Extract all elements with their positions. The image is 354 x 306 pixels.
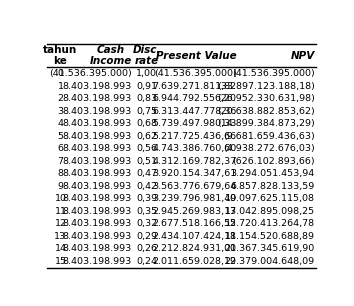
Text: tahun
ke: tahun ke	[43, 45, 78, 66]
Text: 7.639.271.811,82: 7.639.271.811,82	[153, 82, 237, 91]
Text: 2.945.269.983,17: 2.945.269.983,17	[153, 207, 237, 216]
Text: (4.938.272.676,03): (4.938.272.676,03)	[223, 144, 315, 153]
Text: Present Value: Present Value	[156, 50, 237, 61]
Text: (26.952.330.631,98): (26.952.330.631,98)	[217, 94, 315, 103]
Text: Disc.
rate: Disc. rate	[132, 45, 161, 66]
Text: 5: 5	[57, 132, 63, 141]
Text: 8: 8	[57, 169, 63, 178]
Text: 11: 11	[55, 207, 67, 216]
Text: 12: 12	[55, 219, 67, 228]
Text: 1: 1	[57, 82, 63, 91]
Text: 8.403.198.993: 8.403.198.993	[63, 82, 132, 91]
Text: NPV: NPV	[291, 50, 315, 61]
Text: 13: 13	[55, 232, 67, 241]
Text: 0,83: 0,83	[136, 94, 157, 103]
Text: 8.403.198.993: 8.403.198.993	[63, 257, 132, 266]
Text: (41.536.395.000): (41.536.395.000)	[232, 69, 315, 78]
Text: 10: 10	[55, 194, 67, 203]
Text: 0,29: 0,29	[136, 232, 157, 241]
Text: 22.379.004.648,09: 22.379.004.648,09	[225, 257, 315, 266]
Text: (33.897.123.188,18): (33.897.123.188,18)	[217, 82, 315, 91]
Text: 0: 0	[57, 69, 63, 78]
Text: 8.403.198.993: 8.403.198.993	[63, 157, 132, 166]
Text: 20.367.345.619,90: 20.367.345.619,90	[224, 244, 315, 253]
Text: 4.312.169.782,37: 4.312.169.782,37	[153, 157, 237, 166]
Text: 6.944.792.556,20: 6.944.792.556,20	[153, 94, 237, 103]
Text: 14: 14	[55, 244, 67, 253]
Text: 0,47: 0,47	[136, 169, 157, 178]
Text: 9: 9	[57, 182, 63, 191]
Text: 3.563.776.679,64: 3.563.776.679,64	[153, 182, 237, 191]
Text: 2.212.824.931,01: 2.212.824.931,01	[153, 244, 237, 253]
Text: (9.681.659.436,63): (9.681.659.436,63)	[223, 132, 315, 141]
Text: 8.403.198.993: 8.403.198.993	[63, 219, 132, 228]
Text: 8.403.198.993: 8.403.198.993	[63, 119, 132, 128]
Text: 0,39: 0,39	[136, 194, 157, 203]
Text: 0,35: 0,35	[136, 207, 157, 216]
Text: 0,56: 0,56	[136, 144, 157, 153]
Text: 0,75: 0,75	[136, 107, 157, 116]
Text: 6: 6	[57, 144, 63, 153]
Text: 5.739.497.980,33: 5.739.497.980,33	[153, 119, 237, 128]
Text: 4: 4	[57, 119, 63, 128]
Text: 8.403.198.993: 8.403.198.993	[63, 144, 132, 153]
Text: 3: 3	[57, 107, 63, 116]
Text: 0,68: 0,68	[136, 119, 157, 128]
Text: 0,51: 0,51	[136, 157, 157, 166]
Text: 8.403.198.993: 8.403.198.993	[63, 232, 132, 241]
Text: 1,00: 1,00	[136, 69, 157, 78]
Text: 8.403.198.993: 8.403.198.993	[63, 182, 132, 191]
Text: 0,26: 0,26	[136, 244, 157, 253]
Text: (20.638.882.853,62): (20.638.882.853,62)	[217, 107, 315, 116]
Text: 8.403.198.993: 8.403.198.993	[63, 169, 132, 178]
Text: 18.154.520.688,89: 18.154.520.688,89	[225, 232, 315, 241]
Text: 15: 15	[55, 257, 67, 266]
Text: 3.920.154.347,61: 3.920.154.347,61	[153, 169, 237, 178]
Text: 5.217.725.436,66: 5.217.725.436,66	[153, 132, 237, 141]
Text: 15.720.413.264,78: 15.720.413.264,78	[225, 219, 315, 228]
Text: 0,42: 0,42	[136, 182, 157, 191]
Text: 6.313.447.778,36: 6.313.447.778,36	[153, 107, 237, 116]
Text: 10.097.625.115,08: 10.097.625.115,08	[225, 194, 315, 203]
Text: 0,32: 0,32	[136, 219, 157, 228]
Text: 2.434.107.424,11: 2.434.107.424,11	[153, 232, 237, 241]
Text: 2.011.659.028,19: 2.011.659.028,19	[153, 257, 237, 266]
Text: Cash
Income: Cash Income	[90, 45, 132, 66]
Text: (41.536.395.000): (41.536.395.000)	[154, 69, 237, 78]
Text: (41.536.395.000): (41.536.395.000)	[49, 69, 132, 78]
Text: 3.294.051.453,94: 3.294.051.453,94	[230, 169, 315, 178]
Text: 2: 2	[57, 94, 63, 103]
Text: 0,91: 0,91	[136, 82, 157, 91]
Text: (14.899.384.873,29): (14.899.384.873,29)	[217, 119, 315, 128]
Text: 7: 7	[57, 157, 63, 166]
Text: 13.042.895.098,25: 13.042.895.098,25	[225, 207, 315, 216]
Text: 8.403.198.993: 8.403.198.993	[63, 244, 132, 253]
Text: 8.403.198.993: 8.403.198.993	[63, 207, 132, 216]
Text: 6.857.828.133,59: 6.857.828.133,59	[230, 182, 315, 191]
Text: 2.677.518.166,52: 2.677.518.166,52	[153, 219, 237, 228]
Text: 8.403.198.993: 8.403.198.993	[63, 94, 132, 103]
Text: 8.403.198.993: 8.403.198.993	[63, 107, 132, 116]
Text: 3.239.796.981,49: 3.239.796.981,49	[153, 194, 237, 203]
Text: 0,24: 0,24	[136, 257, 157, 266]
Text: 0,62: 0,62	[136, 132, 157, 141]
Text: (626.102.893,66): (626.102.893,66)	[232, 157, 315, 166]
Text: 8.403.198.993: 8.403.198.993	[63, 132, 132, 141]
Text: 4.743.386.760,60: 4.743.386.760,60	[153, 144, 237, 153]
Text: 8.403.198.993: 8.403.198.993	[63, 194, 132, 203]
